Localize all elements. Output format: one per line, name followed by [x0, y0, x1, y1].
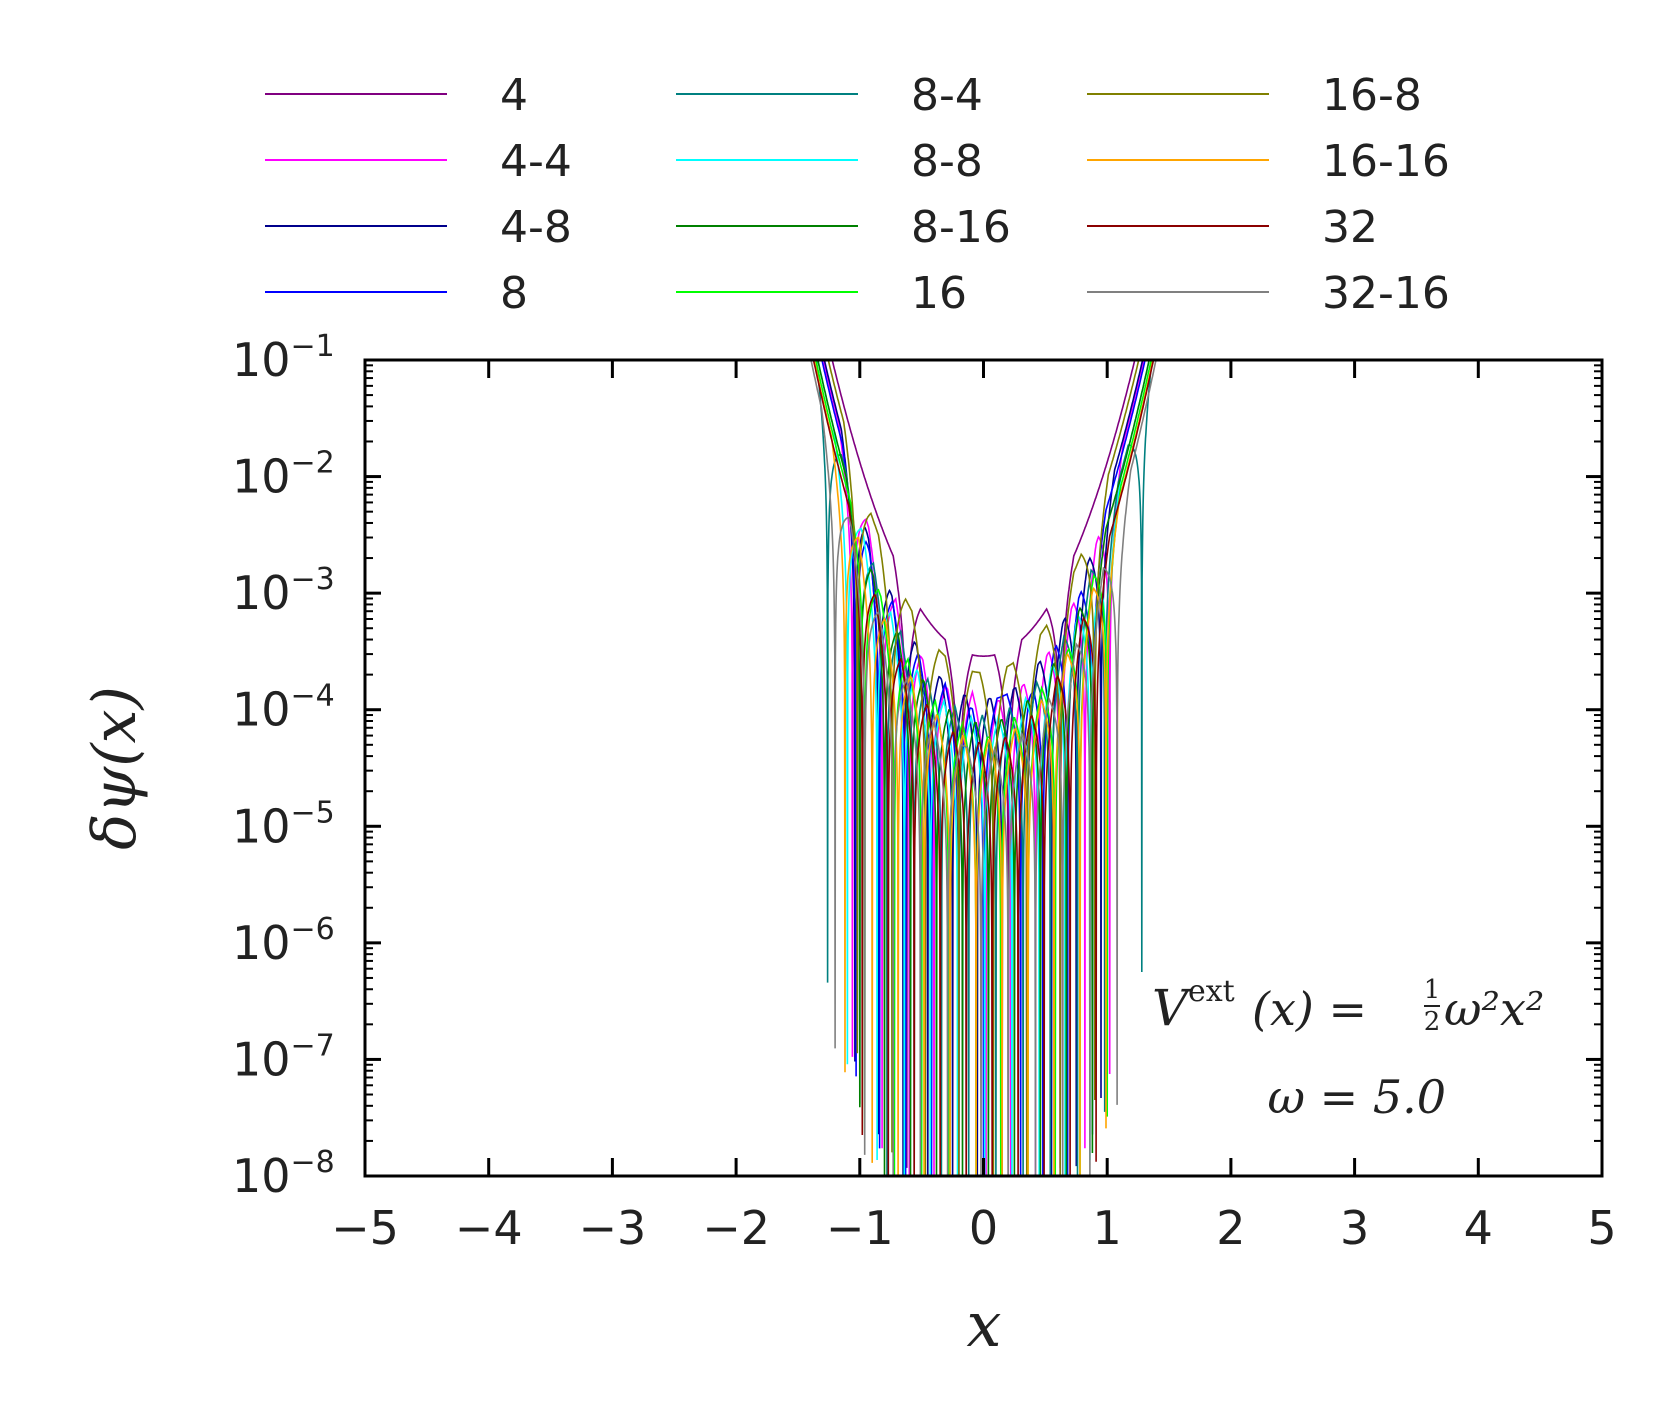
series-line-16-8 — [827, 360, 1140, 1176]
y-tick-label: 10−8 — [232, 1145, 335, 1203]
legend-label: 8-4 — [911, 70, 983, 121]
legend-label: 4 — [500, 70, 528, 121]
y-tick-label: 10−5 — [232, 795, 335, 853]
legend-label: 32-16 — [1322, 268, 1450, 319]
y-tick-label: 10−3 — [232, 562, 335, 620]
formula-annotation: V ext (x) = 1 2 ω²x² ω = 5.0 — [1152, 974, 1544, 1124]
x-tick-label: −3 — [578, 1201, 646, 1255]
y-tick-label: 10−1 — [232, 329, 335, 387]
y-axis: 10−1 10−2 10−3 10−4 10−5 10−6 10−7 10−8 — [232, 329, 1602, 1203]
x-tick-label: 1 — [1093, 1201, 1122, 1255]
x-axis: −5 −4 −3 −2 −1 0 1 2 3 4 5 — [331, 360, 1617, 1255]
series-layer — [810, 360, 1157, 1176]
series-line-32 — [812, 360, 1155, 1176]
legend: 4 4-4 4-8 8 8-4 8-8 8-16 16 16-8 16-16 32 32-16 — [265, 70, 1450, 319]
x-tick-label: 3 — [1340, 1201, 1369, 1255]
formula-v: V — [1152, 979, 1193, 1037]
x-tick-label: −1 — [826, 1201, 894, 1255]
x-tick-label: 5 — [1587, 1201, 1616, 1255]
x-axis-label: x — [967, 1288, 1002, 1361]
x-tick-label: 4 — [1464, 1201, 1493, 1255]
legend-label: 16-16 — [1322, 136, 1450, 187]
x-tick-label: 0 — [969, 1201, 998, 1255]
formula-rest: (x) = — [1252, 982, 1367, 1036]
legend-label: 8 — [500, 268, 528, 319]
series-line-4 — [831, 360, 1136, 1176]
x-tick-label: −5 — [331, 1201, 399, 1255]
x-tick-label: −4 — [455, 1201, 523, 1255]
formula-frac-num: 1 — [1424, 975, 1441, 1005]
series-line-32-16 — [810, 360, 1157, 1176]
y-tick-label: 10−4 — [232, 679, 335, 737]
legend-label: 16-8 — [1322, 70, 1422, 121]
omega-value: ω = 5.0 — [1268, 1070, 1446, 1124]
series-line-4-4 — [822, 360, 1145, 1176]
formula-tail: ω²x² — [1444, 982, 1544, 1036]
y-tick-label: 10−7 — [232, 1028, 335, 1086]
legend-label: 4-4 — [500, 136, 572, 187]
y-tick-label: 10−2 — [232, 446, 335, 504]
y-axis-label: δψ(x) — [80, 686, 150, 850]
y-tick-label: 10−6 — [232, 912, 335, 970]
legend-label: 4-8 — [500, 202, 572, 253]
formula-ext: ext — [1188, 974, 1235, 1009]
x-tick-label: 2 — [1216, 1201, 1245, 1255]
x-tick-label: −2 — [702, 1201, 770, 1255]
legend-label: 32 — [1322, 202, 1378, 253]
legend-label: 16 — [911, 268, 967, 319]
legend-label: 8-8 — [911, 136, 983, 187]
legend-label: 8-16 — [911, 202, 1011, 253]
formula-frac-den: 2 — [1424, 1007, 1441, 1037]
